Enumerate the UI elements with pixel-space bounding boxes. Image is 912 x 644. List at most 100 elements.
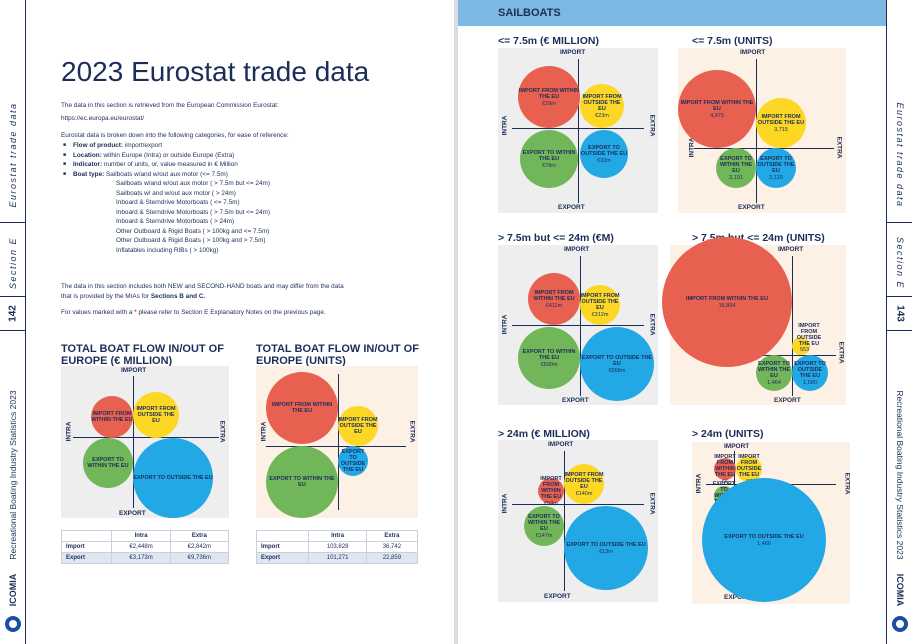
text: Sections B and C. bbox=[150, 292, 206, 300]
text: 1,464 bbox=[767, 379, 781, 386]
text: €958m bbox=[608, 367, 626, 374]
text: number of units, or, value measured in €… bbox=[102, 161, 238, 168]
divider bbox=[0, 330, 26, 331]
bubble: EXPORT TO WITHIN THE EU bbox=[83, 438, 133, 488]
chart-units-title: TOTAL BOAT FLOW IN/OUT OF EUROPE (UNITS) bbox=[256, 343, 419, 367]
text: IMPORT FROM WITHIN THE EU bbox=[271, 402, 333, 414]
axis-label: EXTRA bbox=[218, 420, 226, 443]
text: EXPORT TO WITHIN THE EU bbox=[527, 513, 561, 532]
text: The data in this section is retrieved fr… bbox=[61, 102, 279, 109]
bubble: IMPORT FROM WITHIN THE EU 66 bbox=[714, 454, 736, 485]
text: Inboard & Sterndrive Motorboats ( > 24m) bbox=[116, 218, 235, 225]
text: The data in this section includes both N… bbox=[61, 283, 344, 290]
bubble: EXPORT TO WITHIN THE EU €147m bbox=[524, 506, 564, 546]
text: SAILBOATS bbox=[498, 7, 561, 19]
logo-text: ICOMIA bbox=[7, 573, 18, 607]
text: IMPORT FROM OUTSIDE THE EU bbox=[582, 93, 622, 112]
text: IMPORT FROM WITHIN THE EU bbox=[91, 411, 133, 423]
table-row: Import €2,448m €2,842m bbox=[60, 541, 230, 553]
text: €23m bbox=[595, 112, 609, 119]
new-secondhand-note: The data in this section includes both N… bbox=[61, 282, 344, 301]
bubble: EXPORT TO WITHIN THE EU 1,464 bbox=[756, 355, 792, 391]
table-cell: €2,448m bbox=[111, 541, 171, 553]
text: 2,191 bbox=[729, 174, 743, 181]
categories-list: Flow of product: import/export Location:… bbox=[61, 141, 270, 255]
text: EXPORT TO WITHIN THE EU bbox=[269, 476, 335, 488]
bubble: EXPORT TO OUTSIDE THE EU bbox=[133, 438, 213, 518]
text: EXPORT TO OUTSIDE THE EU bbox=[581, 354, 653, 367]
axis-label: EXTRA bbox=[408, 420, 416, 443]
chart-5-title: > 24m (€ MILLION) bbox=[498, 428, 590, 440]
table-cell: 22,859 bbox=[365, 552, 419, 564]
text: €33m bbox=[597, 157, 611, 164]
axis-label: IMPORT bbox=[740, 49, 766, 56]
axis-line bbox=[578, 59, 579, 203]
table-row: Intra Extra bbox=[255, 530, 419, 542]
side-section-right: Section E bbox=[894, 236, 905, 290]
table-row: Export 101,271 22,859 bbox=[255, 552, 419, 564]
text: €59m bbox=[544, 500, 558, 507]
text: IMPORT FROM OUTSIDE THE EU bbox=[338, 417, 378, 435]
axis-line bbox=[512, 325, 644, 326]
axis-label: EXTRA bbox=[837, 341, 845, 364]
chart-6: IMPORT EXPORT INTRA EXTRA IMPORT FROM WI… bbox=[692, 442, 851, 604]
axis-label: EXPORT bbox=[119, 510, 146, 517]
bubble: IMPORT FROM OUTSIDE THE EU bbox=[133, 392, 179, 438]
bubble: IMPORT FROM OUTSIDE THE EU €312m bbox=[580, 285, 620, 325]
text: IMPORT FROM WITHIN THE EU bbox=[686, 295, 768, 302]
axis-label: EXTRA bbox=[835, 136, 843, 159]
text: €29m bbox=[542, 100, 556, 107]
text: For values marked with a bbox=[61, 309, 135, 316]
chart-money: IMPORT EXPORT INTRA EXTRA IMPORT FROM WI… bbox=[61, 366, 229, 518]
divider bbox=[887, 222, 912, 223]
text: Flow of product: bbox=[73, 142, 124, 149]
chart-2-title: <= 7.5m (UNITS) bbox=[692, 35, 773, 47]
bubble: EXPORT TO WITHIN THE EU €590m bbox=[518, 327, 580, 389]
text: €140m bbox=[575, 490, 593, 497]
axis-label: IMPORT bbox=[778, 246, 804, 253]
side-footer-right: Recreational Boating Industry Statistics… bbox=[894, 390, 905, 560]
chart-6-title: > 24m (UNITS) bbox=[692, 428, 764, 440]
axis-label: EXTRA bbox=[648, 114, 656, 137]
side-title: Eurostat trade data bbox=[7, 102, 18, 208]
text: Sailboats w/ and w/out aux motor ( > 24m… bbox=[116, 189, 236, 197]
bubble: EXPORT TO OUTSIDE THE EU 1,680 bbox=[792, 355, 828, 391]
text: IMPORT FROM WITHIN THE EU bbox=[680, 99, 754, 112]
text: EXPORT TO WITHIN THE EU bbox=[522, 149, 576, 162]
bubble: EXPORT TO OUTSIDE THE EU 1,466 bbox=[702, 478, 826, 602]
table-cell: Export bbox=[60, 552, 113, 564]
divider bbox=[0, 296, 26, 297]
text: €312m bbox=[591, 311, 609, 318]
text: Indicator: bbox=[73, 161, 103, 168]
text: Inboard & Sterndrive Motorboats ( <= 7.5… bbox=[116, 199, 240, 206]
bubble: IMPORT FROM OUTSIDE THE EU €23m bbox=[580, 84, 624, 128]
table-cell: 103,828 bbox=[308, 541, 367, 553]
categories-intro: Eurostat data is broken down into the fo… bbox=[61, 132, 289, 139]
icomia-logo-icon bbox=[5, 616, 21, 632]
bubble: IMPORT FROM WITHIN THE EU €59m bbox=[538, 476, 564, 507]
axis-label: IMPORT bbox=[564, 246, 590, 253]
chart-1-title: <= 7.5m (€ MILLION) bbox=[498, 35, 599, 47]
bubble: IMPORT FROM OUTSIDE THE EU bbox=[338, 406, 378, 446]
text: Sailboats w/and w/out aux motor ( > 7.5m… bbox=[116, 180, 270, 187]
table-money: Intra Extra Import €2,448m €2,842m Export €3… bbox=[60, 530, 230, 564]
text: IMPORT FROM OUTSIDE THE EU bbox=[580, 292, 620, 311]
axis-label: EXPORT bbox=[724, 594, 751, 601]
text: Location: bbox=[73, 151, 102, 159]
eurostat-link[interactable]: https://ec.europa.eu/eurostat/ bbox=[61, 114, 145, 122]
chart-1: IMPORT EXPORT INTRA EXTRA IMPORT FROM WI… bbox=[498, 48, 658, 213]
text: IMPORT FROM WITHIN THE EU bbox=[714, 453, 736, 478]
sailboats-banner: SAILBOATS bbox=[458, 0, 886, 26]
text: * bbox=[134, 309, 137, 316]
text: EXPORT TO WITHIN THE EU bbox=[757, 360, 791, 379]
axis-label: INTRA bbox=[501, 314, 509, 335]
bubble: EXPORT TO OUTSIDE THE EU bbox=[338, 446, 368, 476]
text: EXPORT TO OUTSIDE THE EU bbox=[757, 155, 795, 174]
table-cell: €3,173m bbox=[111, 552, 171, 564]
right-side-strip: Eurostat trade data Section E 143 Recrea… bbox=[886, 0, 912, 644]
table-cell: Extra bbox=[169, 530, 230, 542]
text: Intra Extra Import €2,448m €2,842m Export €3… bbox=[60, 530, 230, 564]
bubble: IMPORT FROM WITHIN THE EU €29m bbox=[518, 66, 580, 128]
axis-label: IMPORT FROM OUTSIDE THE EU bbox=[796, 323, 822, 347]
